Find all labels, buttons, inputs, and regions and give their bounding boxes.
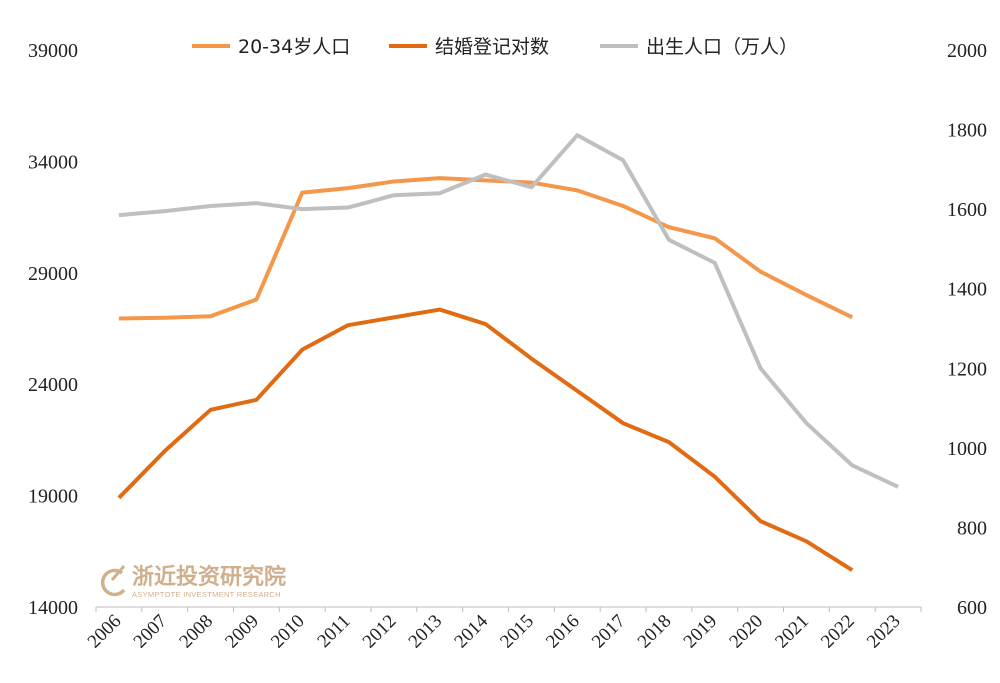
x-tick-label: 2022 — [817, 611, 859, 653]
right-tick-label: 1200 — [947, 358, 987, 380]
series-line-2 — [118, 133, 899, 489]
series-lines — [117, 133, 899, 572]
right-tick-label: 1800 — [947, 120, 987, 142]
legend-label-1: 结婚登记对数 — [435, 36, 549, 58]
left-tick-label: 34000 — [28, 151, 78, 173]
x-axis-ticks: 2006 2007 2008 2009 2010 2011 2012 2013 2014 2015… — [84, 607, 922, 653]
x-tick-label: 2011 — [313, 611, 354, 652]
right-axis-ticks: 600 800 1000 1200 1400 1600 1800 2000 — [947, 40, 987, 619]
x-tick-label: 2012 — [359, 611, 401, 653]
x-tick-label: 2014 — [450, 610, 492, 652]
watermark: 浙近投资研究院 ASYMPTOTE INVESTMENT RESEARCH — [100, 564, 286, 599]
left-tick-label: 14000 — [28, 597, 78, 619]
x-tick-label: 2008 — [175, 611, 217, 653]
left-axis-ticks: 14000 19000 24000 29000 34000 39000 — [28, 40, 78, 619]
x-tick-label: 2006 — [84, 611, 126, 653]
x-tick-label: 2018 — [634, 611, 676, 653]
right-tick-label: 800 — [957, 517, 987, 539]
x-tick-label: 2013 — [405, 611, 447, 653]
left-tick-label: 29000 — [28, 263, 78, 285]
left-tick-label: 39000 — [28, 40, 78, 62]
x-tick-label: 2009 — [221, 611, 263, 653]
series-line-1 — [117, 307, 854, 572]
x-tick-label: 2015 — [496, 611, 538, 653]
x-tick-label: 2021 — [771, 611, 813, 653]
right-tick-label: 1600 — [947, 199, 987, 221]
right-tick-label: 1000 — [947, 438, 987, 460]
legend-label-2: 出生人口（万人） — [646, 36, 798, 58]
x-tick-label: 2019 — [680, 611, 722, 653]
right-tick-label: 1400 — [947, 279, 987, 301]
series-line-0 — [118, 176, 854, 321]
x-tick-label: 2016 — [542, 611, 584, 653]
left-tick-label: 24000 — [28, 374, 78, 396]
x-tick-label: 2023 — [863, 611, 905, 653]
right-tick-label: 2000 — [947, 40, 987, 62]
x-tick-label: 2017 — [588, 611, 630, 653]
legend: 20-34岁人口 结婚登记对数 出生人口（万人） — [192, 36, 798, 58]
left-tick-label: 19000 — [28, 486, 78, 508]
watermark-title: 浙近投资研究院 — [132, 564, 286, 590]
x-tick-label: 2010 — [267, 611, 309, 653]
x-tick-label: 2020 — [725, 611, 767, 653]
watermark-logo-icon — [100, 565, 126, 597]
right-tick-label: 600 — [957, 597, 987, 619]
x-tick-label: 2007 — [130, 611, 172, 653]
legend-label-0: 20-34岁人口 — [238, 36, 350, 58]
watermark-subtitle: ASYMPTOTE INVESTMENT RESEARCH — [132, 590, 281, 599]
